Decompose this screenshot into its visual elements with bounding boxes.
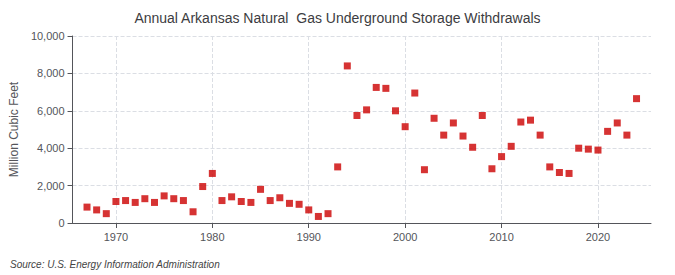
svg-text:2,000: 2,000 <box>37 180 65 192</box>
svg-text:0: 0 <box>58 217 64 229</box>
svg-text:Annual Arkansas Natural Gas U: Annual Arkansas Natural Gas Underground … <box>134 10 540 26</box>
svg-text:2020: 2020 <box>586 231 610 243</box>
svg-text:Million Cubic Feet: Million Cubic Feet <box>7 81 21 177</box>
svg-text:6,000: 6,000 <box>37 105 65 117</box>
svg-text:10,000: 10,000 <box>31 30 65 42</box>
svg-text:2000: 2000 <box>393 231 417 243</box>
svg-text:2010: 2010 <box>489 231 513 243</box>
svg-text:4,000: 4,000 <box>37 142 65 154</box>
svg-text:1970: 1970 <box>104 231 128 243</box>
svg-text:1990: 1990 <box>297 231 321 243</box>
svg-text:8,000: 8,000 <box>37 67 65 79</box>
svg-text:Source: U.S. Energy Informatio: Source: U.S. Energy Information Administ… <box>10 259 220 270</box>
svg-text:1980: 1980 <box>200 231 224 243</box>
